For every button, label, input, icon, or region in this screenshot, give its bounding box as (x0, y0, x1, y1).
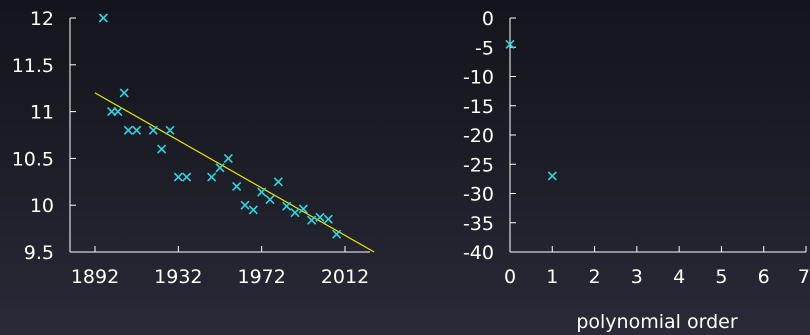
left-data-point (273, 177, 283, 187)
right-x-tick-label: 5 (715, 266, 727, 288)
right-data-points (505, 39, 557, 181)
right-y-tick-labels: 0 -5 -10 -15 -20 -25 -30 -35 -40 (463, 8, 516, 264)
right-x-tick-label: 1 (546, 266, 558, 288)
right-y-tick-label: -30 (463, 184, 494, 206)
right-x-tick-label: 2 (589, 266, 601, 288)
left-data-point (148, 125, 158, 135)
left-data-points (98, 13, 342, 239)
left-fit-line-group (94, 92, 375, 253)
left-data-point (132, 125, 142, 135)
left-data-point (323, 214, 333, 224)
left-data-point (98, 13, 108, 23)
right-data-point (505, 39, 515, 49)
left-fit-line (94, 92, 375, 253)
left-data-point (315, 212, 325, 222)
left-data-point (232, 181, 242, 192)
left-x-tick-label: 1972 (237, 266, 285, 288)
right-y-tick-label: -15 (463, 96, 494, 118)
right-x-tick-label: 3 (631, 266, 643, 288)
left-y-tick-label: 11 (30, 102, 54, 124)
right-y-tick-label: -20 (463, 125, 494, 147)
left-data-point (282, 201, 292, 211)
right-x-tick-label: 6 (758, 266, 770, 288)
left-x-tick-label: 2012 (321, 266, 369, 288)
right-x-tick-label: 7 (798, 266, 810, 288)
left-y-tick-labels: 12 11.5 11 10.5 10 9.5 (12, 8, 76, 264)
right-y-tick-label: 0 (482, 8, 494, 30)
right-x-axis-label: polynomial order (576, 311, 737, 333)
left-data-point (113, 107, 123, 117)
right-x-tick-label: 4 (673, 266, 685, 288)
left-y-tick-label: 10.5 (12, 148, 54, 170)
left-data-point (332, 229, 342, 239)
left-y-tick-label: 11.5 (12, 55, 54, 77)
left-data-point (257, 187, 267, 197)
right-y-tick-label: -35 (463, 213, 494, 235)
right-chart: 0 -5 -10 -15 -20 -25 -30 -35 -40 0 1 2 3 4 5 6 7 polyno… (463, 8, 810, 333)
left-data-point (173, 172, 183, 182)
left-chart: 12 11.5 11 10.5 10 9.5 1892 1932 1972 2012 (12, 8, 375, 288)
right-y-tick-label: -5 (475, 37, 494, 59)
left-data-point (307, 215, 317, 225)
left-data-point (119, 88, 129, 98)
right-data-point (547, 171, 557, 181)
left-y-tick-label: 10 (30, 195, 54, 217)
left-data-point (223, 153, 233, 163)
left-data-point (240, 200, 250, 210)
right-y-tick-label: -10 (463, 67, 494, 89)
left-data-point (215, 163, 225, 173)
left-data-point (265, 195, 275, 205)
left-data-point (123, 125, 133, 135)
left-x-tick-label: 1932 (154, 266, 202, 288)
left-data-point (290, 208, 300, 218)
right-x-tick-label: 0 (504, 266, 516, 288)
left-data-point (207, 172, 217, 182)
left-x-tick-labels: 1892 1932 1972 2012 (71, 246, 369, 288)
left-y-tick-label: 9.5 (24, 242, 54, 264)
left-data-point (157, 144, 167, 154)
left-data-point (298, 204, 308, 214)
right-y-tick-label: -40 (463, 242, 494, 264)
left-data-point (165, 125, 175, 135)
left-x-tick-label: 1892 (71, 266, 119, 288)
left-y-tick-label: 12 (30, 8, 54, 30)
left-data-point (182, 172, 192, 182)
right-y-tick-label: -25 (463, 154, 494, 176)
left-data-point (248, 205, 258, 215)
right-x-tick-labels: 0 1 2 3 4 5 6 7 (504, 246, 810, 288)
